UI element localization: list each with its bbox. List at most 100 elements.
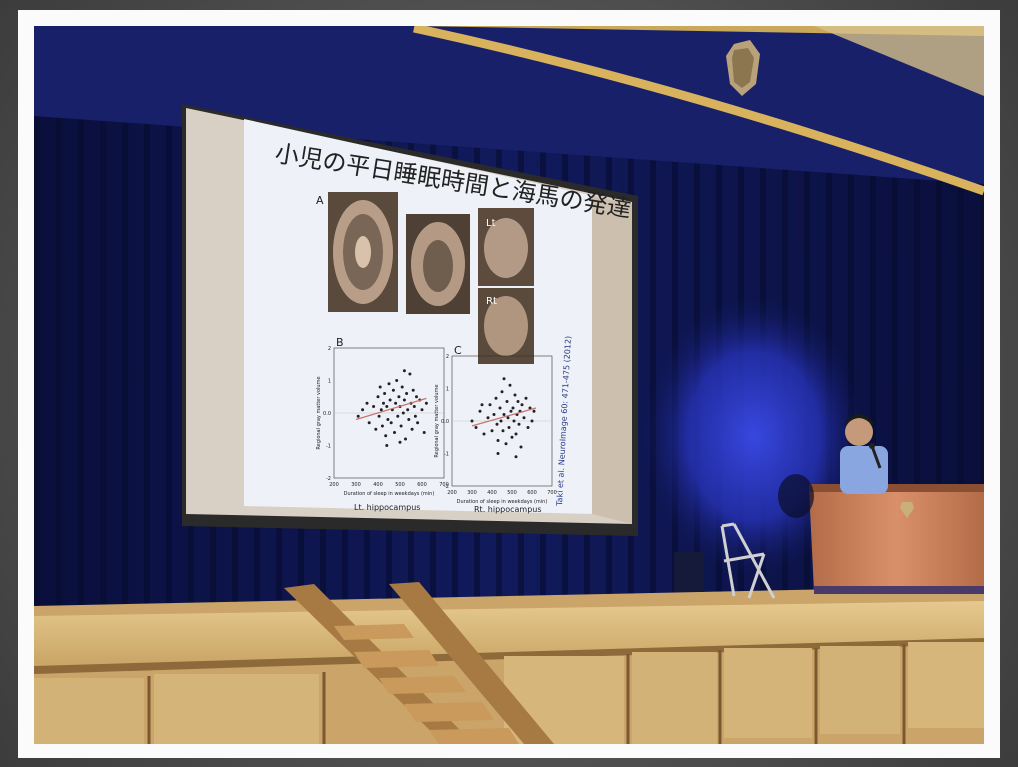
data-point [526, 426, 530, 429]
data-point [520, 403, 524, 407]
data-point [496, 439, 500, 442]
stage-front [34, 586, 984, 744]
data-point [401, 411, 405, 415]
y-tick-label: -2 [444, 484, 449, 490]
data-point [367, 421, 371, 425]
data-point [377, 414, 381, 418]
data-point [383, 392, 387, 395]
x-tick-label: 300 [351, 482, 361, 488]
data-point [512, 419, 516, 423]
data-point [500, 390, 504, 394]
x-tick-label: 200 [329, 482, 339, 488]
x-tick-label: 500 [395, 482, 405, 488]
data-point [405, 392, 409, 395]
folding-chair [720, 522, 776, 599]
stage-stairs [284, 582, 554, 744]
y-tick-label: -1 [326, 444, 331, 450]
data-point [385, 405, 389, 408]
data-point [508, 383, 512, 387]
x-tick-label: 300 [467, 490, 477, 496]
y-tick-label: 2 [328, 346, 331, 352]
data-point [411, 388, 415, 392]
data-point [374, 427, 378, 431]
data-point [511, 406, 515, 410]
data-point [399, 424, 403, 428]
y-axis-label: Regional gray matter volume [316, 376, 322, 449]
data-point [495, 422, 499, 426]
data-point [393, 431, 396, 434]
speaker-shadow [778, 474, 814, 518]
scene-svg: 小児の平日睡眠時間と海馬の発達 A Lt [34, 26, 984, 744]
stage-chair-dark [674, 552, 704, 592]
data-point [504, 442, 508, 446]
data-point [407, 418, 411, 421]
data-point [502, 413, 506, 416]
data-point [402, 398, 406, 402]
data-point [528, 406, 532, 410]
data-point [474, 426, 478, 429]
x-tick-label: 600 [417, 482, 427, 488]
data-point [514, 432, 518, 436]
school-emblem [726, 40, 760, 96]
y-tick-label: 0.0 [441, 419, 449, 425]
trend-line [471, 407, 537, 427]
data-point [361, 408, 365, 412]
y-tick-label: 2 [446, 354, 449, 360]
caption-right: Rt. hippocampus [474, 505, 542, 514]
data-point [397, 395, 401, 399]
x-tick-label: 500 [507, 490, 517, 496]
photo-border: 小児の平日睡眠時間と海馬の発達 A Lt [18, 10, 1000, 758]
data-point [408, 372, 412, 376]
ceiling-light [814, 26, 984, 96]
gold-trim [413, 26, 984, 196]
data-point [501, 429, 505, 433]
data-point [478, 409, 482, 413]
data-point [498, 406, 502, 410]
x-tick-label: 600 [527, 490, 537, 496]
data-point [522, 416, 526, 420]
data-point [380, 424, 384, 428]
data-point [415, 395, 418, 399]
data-point [507, 426, 511, 429]
data-point [516, 400, 520, 403]
y-tick-label: 1 [446, 387, 449, 393]
data-point [532, 409, 536, 413]
data-point [400, 385, 404, 389]
mri-label-rt: Rt [486, 296, 497, 307]
data-point [496, 452, 500, 455]
data-point [486, 416, 490, 420]
data-point [379, 408, 383, 412]
data-point [514, 455, 518, 459]
data-point [412, 405, 416, 408]
podium [809, 484, 984, 594]
y-tick-label: 0.0 [323, 411, 331, 417]
data-point [396, 414, 400, 418]
data-point [422, 431, 426, 434]
data-point [509, 409, 513, 413]
data-point [382, 401, 385, 405]
y-tick-label: 1 [328, 379, 331, 385]
data-point [391, 388, 395, 392]
data-point [494, 396, 498, 400]
x-axis-label: Duration of sleep in weekdays (min) [344, 491, 435, 497]
data-point [387, 382, 391, 386]
panel-b-label: B [336, 336, 344, 349]
auditorium-scene: 小児の平日睡眠時間と海馬の発達 A Lt [34, 26, 984, 744]
speaker-person [840, 414, 888, 494]
data-point [424, 401, 428, 405]
data-point [506, 416, 510, 420]
data-point [365, 401, 369, 405]
mri-label-lt: Lt [486, 218, 496, 229]
data-point [524, 396, 528, 400]
data-point [386, 418, 390, 421]
podium-emblem [900, 502, 914, 518]
data-point [404, 437, 407, 441]
scatter-chart-lt: 200 300 400 500 600 700 2 1 0.0 -1 -2 Duration of s… [316, 346, 449, 497]
data-point [420, 408, 424, 412]
panel-a-label: A [316, 194, 324, 207]
data-point [356, 414, 360, 418]
data-point [389, 421, 393, 425]
data-point [388, 398, 392, 402]
y-tick-label: -2 [326, 476, 331, 482]
data-point [416, 421, 420, 425]
